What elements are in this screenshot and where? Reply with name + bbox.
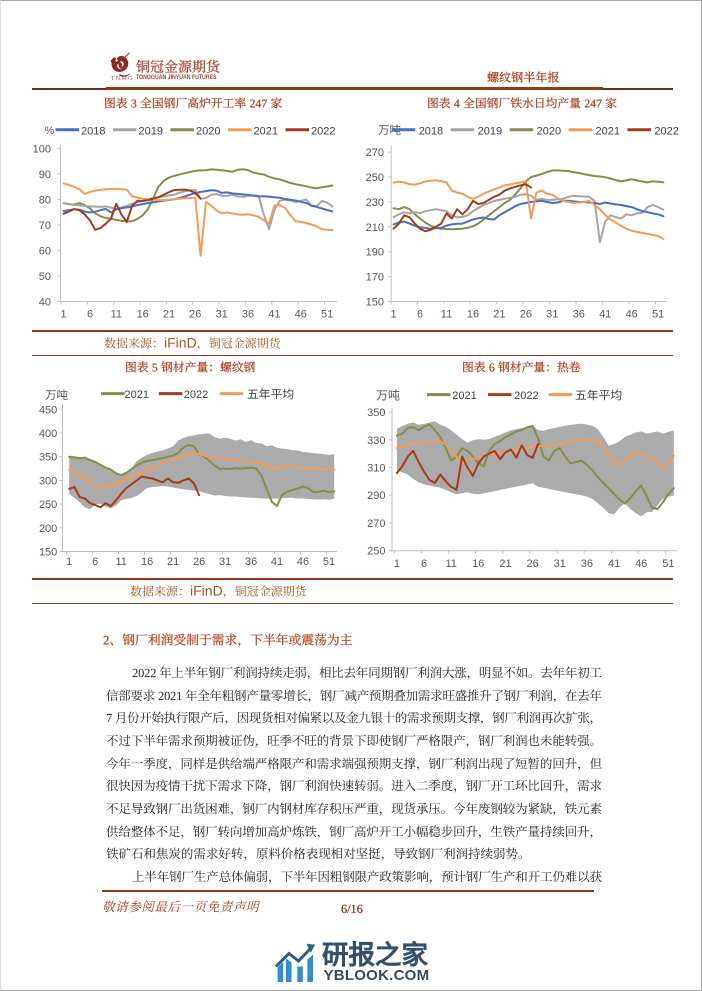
svg-text:36: 36	[581, 558, 593, 570]
svg-text:270: 270	[366, 147, 384, 159]
svg-text:250: 250	[39, 499, 57, 511]
svg-text:46: 46	[297, 556, 309, 568]
svg-text:150: 150	[366, 297, 384, 309]
svg-text:11: 11	[445, 558, 456, 570]
svg-text:2021: 2021	[125, 389, 149, 401]
svg-text:40: 40	[39, 297, 51, 309]
svg-text:21: 21	[499, 558, 511, 570]
svg-text:21: 21	[493, 309, 505, 321]
svg-text:36: 36	[245, 556, 257, 568]
svg-text:400: 400	[39, 428, 57, 440]
svg-text:2020: 2020	[196, 125, 220, 137]
svg-text:300: 300	[39, 475, 57, 487]
svg-text:51: 51	[321, 309, 333, 321]
svg-text:1: 1	[394, 558, 400, 570]
svg-text:90: 90	[39, 169, 51, 181]
svg-text:2019: 2019	[478, 125, 502, 137]
svg-text:200: 200	[39, 523, 57, 535]
svg-text:26: 26	[193, 556, 205, 568]
svg-text:%: %	[45, 125, 55, 137]
svg-text:210: 210	[366, 222, 384, 234]
svg-text:250: 250	[367, 546, 385, 558]
svg-text:41: 41	[608, 558, 620, 570]
svg-text:2022: 2022	[654, 125, 678, 137]
svg-text:70: 70	[39, 220, 51, 232]
svg-text:6: 6	[417, 309, 423, 321]
svg-text:41: 41	[271, 556, 283, 568]
svg-text:60: 60	[39, 246, 51, 258]
svg-text:16: 16	[467, 309, 479, 321]
svg-text:6: 6	[421, 558, 427, 570]
svg-text:26: 26	[520, 309, 532, 321]
svg-text:11: 11	[111, 309, 122, 321]
svg-text:330: 330	[367, 435, 385, 447]
svg-text:36: 36	[573, 309, 585, 321]
svg-text:1: 1	[61, 309, 67, 321]
svg-text:350: 350	[39, 452, 57, 464]
svg-text:450: 450	[39, 404, 57, 416]
svg-text:51: 51	[323, 556, 335, 568]
svg-text:41: 41	[599, 309, 611, 321]
svg-text:2021: 2021	[452, 390, 476, 402]
svg-text:1: 1	[66, 556, 72, 568]
svg-text:46: 46	[295, 309, 307, 321]
svg-text:190: 190	[366, 247, 384, 259]
svg-text:46: 46	[635, 558, 647, 570]
svg-text:21: 21	[163, 309, 175, 321]
svg-text:6: 6	[92, 556, 98, 568]
svg-text:51: 51	[662, 558, 674, 570]
svg-text:250: 250	[366, 172, 384, 184]
svg-text:6: 6	[87, 309, 93, 321]
svg-text:1: 1	[391, 309, 397, 321]
svg-text:2021: 2021	[254, 125, 278, 137]
svg-text:26: 26	[189, 309, 201, 321]
svg-text:2019: 2019	[139, 125, 163, 137]
svg-text:41: 41	[268, 309, 280, 321]
svg-text:270: 270	[367, 518, 385, 530]
svg-text:2021: 2021	[596, 125, 620, 137]
svg-text:2018: 2018	[419, 125, 443, 137]
svg-text:290: 290	[367, 490, 385, 502]
svg-text:31: 31	[216, 309, 228, 321]
svg-text:80: 80	[39, 195, 51, 207]
svg-text:50: 50	[39, 271, 51, 283]
svg-text:31: 31	[554, 558, 566, 570]
svg-text:230: 230	[366, 197, 384, 209]
svg-text:16: 16	[472, 558, 484, 570]
svg-text:2018: 2018	[81, 125, 105, 137]
svg-text:36: 36	[242, 309, 254, 321]
svg-text:100: 100	[33, 144, 51, 156]
svg-text:26: 26	[526, 558, 538, 570]
svg-text:2020: 2020	[537, 125, 561, 137]
svg-text:51: 51	[652, 309, 664, 321]
svg-text:2022: 2022	[514, 390, 538, 402]
svg-text:310: 310	[367, 463, 385, 475]
svg-text:11: 11	[441, 309, 452, 321]
svg-text:2022: 2022	[184, 389, 208, 401]
svg-text:2022: 2022	[311, 125, 335, 137]
svg-text:21: 21	[167, 556, 179, 568]
svg-text:170: 170	[366, 272, 384, 284]
svg-text:31: 31	[219, 556, 231, 568]
svg-text:46: 46	[626, 309, 638, 321]
svg-text:16: 16	[137, 309, 149, 321]
svg-text:350: 350	[367, 407, 385, 419]
svg-text:11: 11	[115, 556, 126, 568]
svg-text:150: 150	[39, 547, 57, 559]
svg-text:16: 16	[141, 556, 153, 568]
svg-text:31: 31	[546, 309, 558, 321]
